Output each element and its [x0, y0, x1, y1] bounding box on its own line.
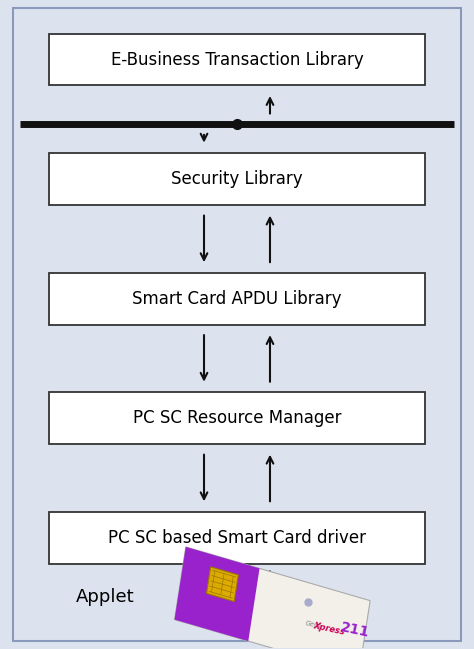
Text: Applet: Applet: [76, 588, 134, 606]
Text: PC SC Resource Manager: PC SC Resource Manager: [133, 410, 341, 427]
Text: PC SC based Smart Card driver: PC SC based Smart Card driver: [108, 529, 366, 546]
Polygon shape: [207, 567, 238, 602]
Text: E-Business Transaction Library: E-Business Transaction Library: [110, 51, 364, 69]
FancyBboxPatch shape: [48, 393, 426, 444]
FancyBboxPatch shape: [48, 273, 426, 324]
Polygon shape: [174, 547, 260, 641]
FancyBboxPatch shape: [48, 512, 426, 563]
FancyBboxPatch shape: [48, 153, 426, 205]
Text: 211: 211: [339, 620, 371, 640]
FancyBboxPatch shape: [13, 8, 461, 641]
Text: Xpress: Xpress: [313, 621, 346, 637]
Text: Gem: Gem: [305, 620, 322, 630]
FancyBboxPatch shape: [48, 34, 426, 86]
Text: Security Library: Security Library: [171, 170, 303, 188]
Polygon shape: [174, 547, 370, 649]
Text: Smart Card APDU Library: Smart Card APDU Library: [132, 289, 342, 308]
